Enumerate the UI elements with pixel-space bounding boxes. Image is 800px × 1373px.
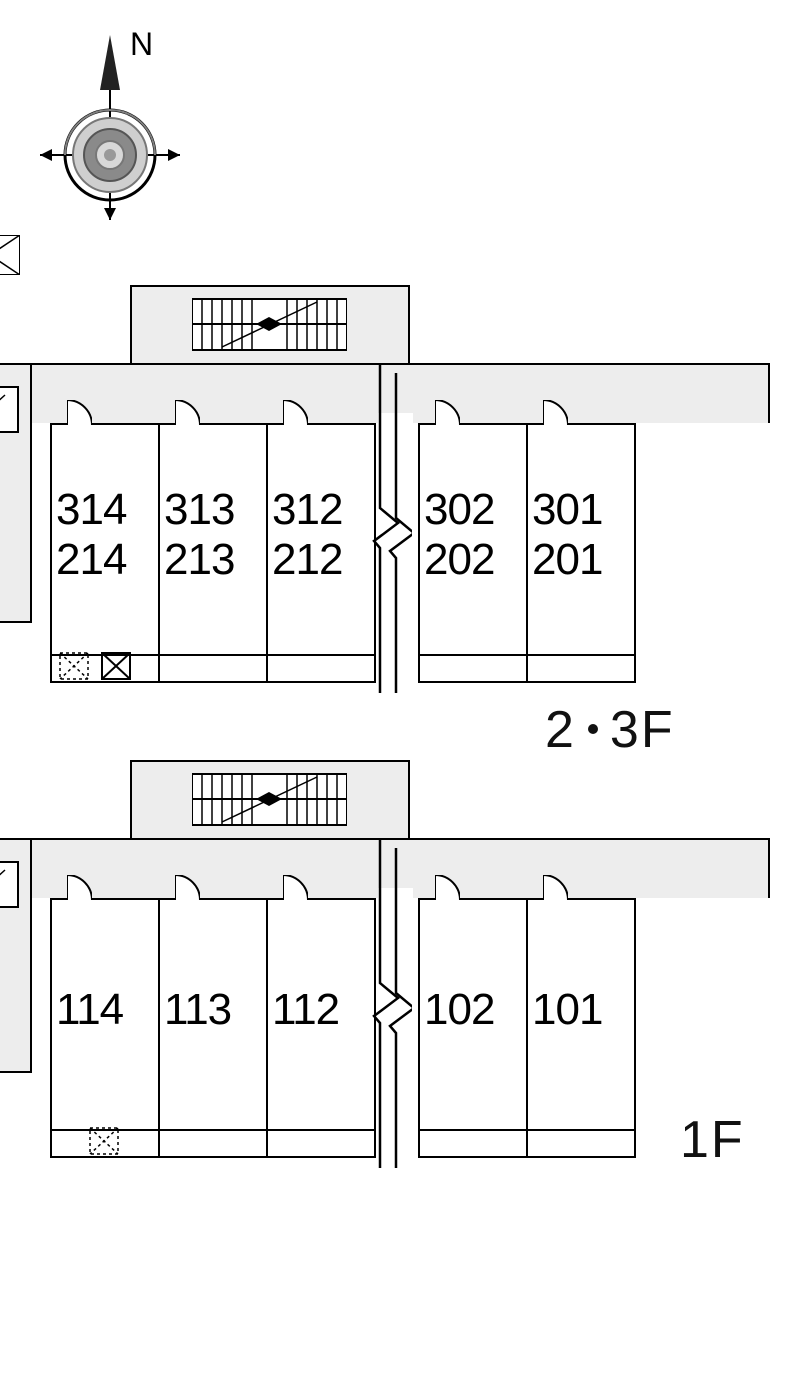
floor-label-upper: 2 3F [545,700,675,760]
balcony-line [528,1129,634,1131]
door-swing-icon [543,400,568,425]
balcony-line [268,1129,374,1131]
door-swing-icon [435,400,460,425]
utility-box-x-icon [100,651,132,681]
unit-113: 113 [158,898,268,1158]
unit-number: 214 [56,535,126,585]
floor-label-3f: 3F [610,701,675,759]
side-staircase-icon [0,385,20,485]
door-swing-icon [283,400,308,425]
unit-102: 102 [418,898,528,1158]
unit-number: 302 [424,485,494,535]
door-swing-icon [283,875,308,900]
door-swing-icon [543,875,568,900]
utility-box-dashed-icon [58,651,90,681]
unit-number: 313 [164,485,234,535]
door-swing-icon [67,400,92,425]
staircase-top-icon [192,297,347,352]
unit-number: 312 [272,485,342,535]
balcony-line [420,1129,526,1131]
break-zigzag-icon [372,363,412,693]
x-brace-icon [0,235,20,275]
unit-number: 102 [424,985,494,1035]
floor-label-1f: 1F [680,1111,745,1169]
door-swing-icon [175,400,200,425]
staircase-top-icon [192,772,347,827]
unit-301-201: 301 201 [526,423,636,683]
balcony-line [160,1129,266,1131]
unit-number: 213 [164,535,234,585]
unit-302-202: 302 202 [418,423,528,683]
unit-313-213: 313 213 [158,423,268,683]
utility-box-dashed-icon [88,1126,120,1156]
unit-number: 101 [532,985,602,1035]
balcony-line [420,654,526,656]
side-staircase-icon [0,860,20,960]
corridor-block [130,285,410,365]
unit-number: 201 [532,535,602,585]
unit-number: 301 [532,485,602,535]
unit-number: 314 [56,485,126,535]
balcony-line [268,654,374,656]
unit-114: 114 [50,898,160,1158]
corridor-block [130,760,410,840]
door-swing-icon [175,875,200,900]
door-swing-icon [67,875,92,900]
unit-number: 113 [164,985,231,1035]
unit-314-214: 314 214 [50,423,160,683]
door-swing-icon [435,875,460,900]
floor-label-lower: 1F [680,1110,745,1170]
compass-rose: N [35,25,185,235]
unit-number: 202 [424,535,494,585]
break-zigzag-icon [372,838,412,1168]
unit-number: 112 [272,985,339,1035]
unit-101: 101 [526,898,636,1158]
compass-n-label: N [130,26,153,62]
balcony-line [160,654,266,656]
separator-dot [588,724,598,734]
unit-number: 114 [56,985,123,1035]
unit-312-212: 312 212 [266,423,376,683]
unit-112: 112 [266,898,376,1158]
balcony-line [528,654,634,656]
compass-svg: N [35,25,185,235]
unit-number: 212 [272,535,342,585]
floor-label-2: 2 [545,701,576,759]
